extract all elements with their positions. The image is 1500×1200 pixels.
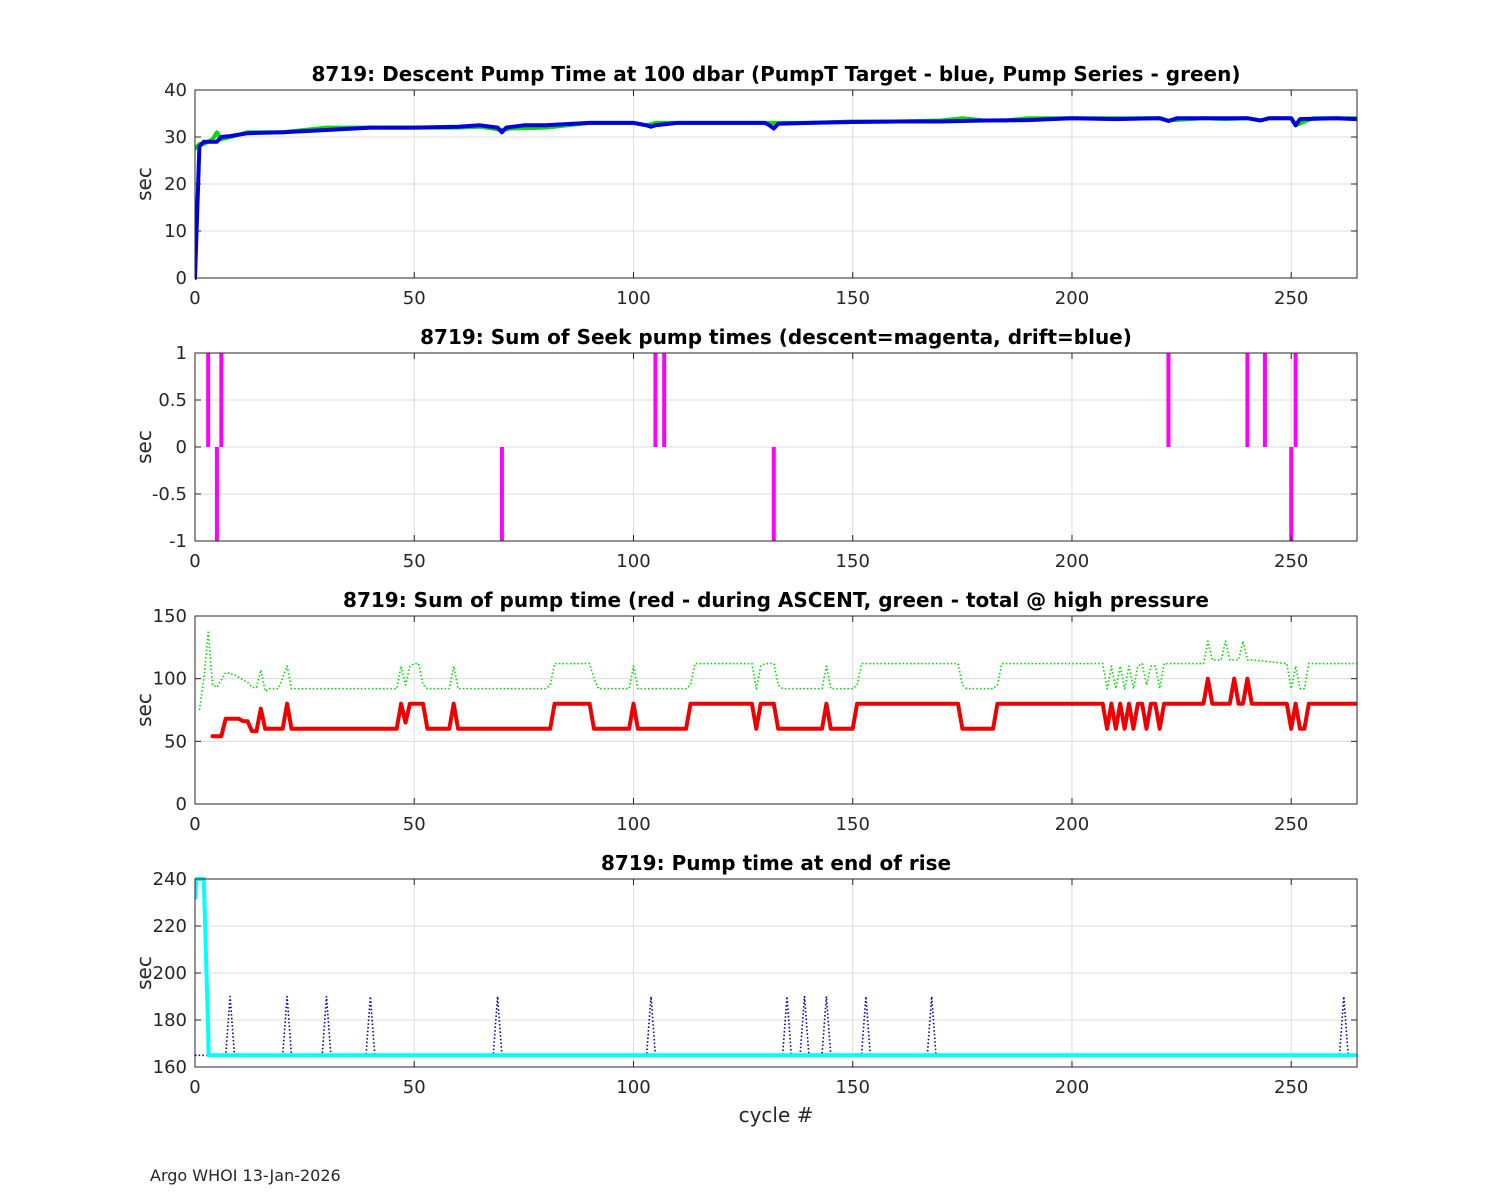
footer-credit: Argo WHOI 13-Jan-2026 [150,1166,341,1185]
y-tick-label: 0 [176,437,187,458]
y-tick-label: 0.5 [158,390,187,411]
x-tick-label: 200 [1055,551,1089,572]
x-tick-label: 150 [836,814,870,835]
x-tick-label: 100 [616,1077,650,1098]
x-tick-label: 0 [189,551,200,572]
chart-title: 8719: Descent Pump Time at 100 dbar (Pum… [312,62,1241,86]
y-tick-label: 200 [153,963,187,984]
x-tick-label: 200 [1055,814,1089,835]
x-axis-label: cycle # [739,1103,814,1127]
y-tick-label: 160 [153,1057,187,1078]
series-line-1 [198,631,1357,711]
chart-2: 0 50 100 150 200 250 -1 -0.5 0 0.5 1 8719: Sum of S… [132,325,1358,572]
y-axis-label: sec [132,167,156,201]
x-tick-label: 50 [403,814,426,835]
y-tick-label: 220 [153,916,187,937]
data-layer [195,116,1357,280]
chart-4: 0 50 100 150 200 250 160 180 200 220 240 8719: Pump… [132,851,1358,1127]
y-tick-label: -1 [169,531,187,552]
chart-title: 8719: Sum of pump time (red - during ASC… [343,588,1209,612]
x-tick-label: 50 [403,551,426,572]
x-tick-label: 150 [836,1077,870,1098]
y-axis-label: sec [132,430,156,464]
chart-3: 0 50 100 150 200 250 0 50 100 150 8719: Sum of pum… [132,588,1358,835]
chart-title: 8719: Pump time at end of rise [601,851,951,875]
series-line-2 [195,116,1357,280]
y-axis-label: sec [132,693,156,727]
y-tick-label: 0 [176,794,187,815]
x-tick-label: 100 [616,551,650,572]
y-axis-label: sec [132,956,156,990]
x-tick-label: 50 [403,288,426,309]
chart-1: 0 50 100 150 200 250 0 10 20 30 40 8719: Descent Pu… [132,62,1358,309]
axes-box [194,615,1358,805]
x-tick-label: 0 [189,814,200,835]
x-tick-label: 0 [189,1077,200,1098]
chart-title: 8719: Sum of Seek pump times (descent=ma… [420,325,1132,349]
x-tick-label: 250 [1274,288,1308,309]
y-tick-label: 20 [164,174,187,195]
y-tick-label: 50 [164,731,187,752]
series-line-2 [210,676,1357,739]
data-layer [206,353,1298,541]
x-tick-label: 200 [1055,288,1089,309]
series-line-2 [195,877,1357,1058]
y-tick-label: 180 [153,1010,187,1031]
data-layer [195,877,1357,1058]
y-tick-label: 10 [164,221,187,242]
x-tick-label: 250 [1274,814,1308,835]
y-tick-label: 240 [153,869,187,890]
y-tick-label: 100 [153,669,187,690]
x-tick-label: 100 [616,288,650,309]
x-tick-label: 150 [836,551,870,572]
y-tick-label: 0 [176,268,187,289]
x-tick-label: 0 [189,288,200,309]
x-tick-label: 50 [403,1077,426,1098]
y-tick-label: 40 [164,80,187,101]
y-tick-label: 30 [164,127,187,148]
x-tick-label: 150 [836,288,870,309]
x-tick-label: 250 [1274,551,1308,572]
y-tick-label: 150 [153,606,187,627]
y-tick-label: -0.5 [152,484,187,505]
x-tick-label: 200 [1055,1077,1089,1098]
x-tick-label: 250 [1274,1077,1308,1098]
x-tick-label: 100 [616,814,650,835]
y-tick-label: 1 [176,343,187,364]
data-layer [198,631,1357,739]
